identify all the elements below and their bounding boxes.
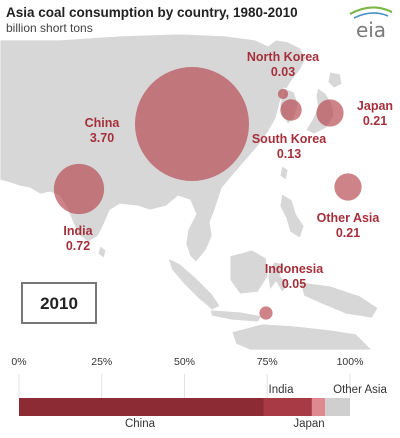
label-japan-value: 0.21 <box>363 114 387 128</box>
bar-segment-india <box>263 398 312 416</box>
map-sumatra <box>167 257 221 311</box>
label-otherasia-name: Other Asia <box>317 211 381 225</box>
bubbles-group <box>53 67 362 320</box>
chart-subtitle: billion short tons <box>6 21 93 35</box>
bubble-china <box>135 67 249 181</box>
label-otherasia-value: 0.21 <box>336 226 360 240</box>
map-java <box>209 309 263 323</box>
seg-label-china: China <box>125 418 156 430</box>
year-label: 2010 <box>40 294 78 313</box>
bubble-japan <box>316 99 344 127</box>
map-borneo <box>229 249 269 295</box>
bubble-other-asia <box>334 173 362 201</box>
map-srilanka <box>97 245 107 259</box>
bar-segment-japan <box>311 398 326 416</box>
label-indonesia-value: 0.05 <box>282 277 306 291</box>
eia-logo: eia <box>349 6 393 42</box>
map-newguinea <box>299 281 379 319</box>
label-china-name: China <box>85 116 121 130</box>
label-northkorea-value: 0.03 <box>271 65 295 79</box>
logo-text: eia <box>356 18 386 42</box>
tick-label-0: 0% <box>11 356 26 368</box>
label-japan-name: Japan <box>357 99 393 113</box>
tick-label-2: 50% <box>174 356 195 368</box>
bar-segment-china <box>19 398 264 416</box>
label-china-value: 3.70 <box>90 131 114 145</box>
map-hokkaido <box>327 71 343 89</box>
bubble-indonesia <box>259 306 273 320</box>
seg-label-japan: Japan <box>293 418 324 430</box>
label-indonesia-name: Indonesia <box>265 262 324 276</box>
map-sulawesi <box>267 261 291 293</box>
bar-axis: 0% 25% 50% 75% 100% <box>11 356 363 398</box>
seg-label-otherasia: Other Asia <box>333 384 387 396</box>
map-australia <box>231 323 373 351</box>
label-india-value: 0.72 <box>66 239 90 253</box>
label-southkorea-value: 0.13 <box>277 147 301 161</box>
bar-segment-other-asia <box>325 398 350 416</box>
bubble-india <box>53 163 105 215</box>
tick-label-1: 25% <box>91 356 112 368</box>
label-southkorea-name: South Korea <box>252 132 327 146</box>
chart-title: Asia coal consumption by country, 1980-2… <box>6 5 298 20</box>
bubble-north-korea <box>277 88 289 100</box>
tick-label-3: 75% <box>257 356 278 368</box>
bubble-south-korea <box>280 99 302 121</box>
map-taiwan <box>279 165 289 181</box>
map-philippines <box>279 193 305 239</box>
year-box: 2010 <box>21 282 97 324</box>
seg-label-india: India <box>269 384 295 396</box>
label-northkorea-name: North Korea <box>247 50 320 64</box>
label-india-name: India <box>63 224 93 238</box>
stacked-bar <box>19 398 350 416</box>
tick-label-4: 100% <box>337 356 364 368</box>
